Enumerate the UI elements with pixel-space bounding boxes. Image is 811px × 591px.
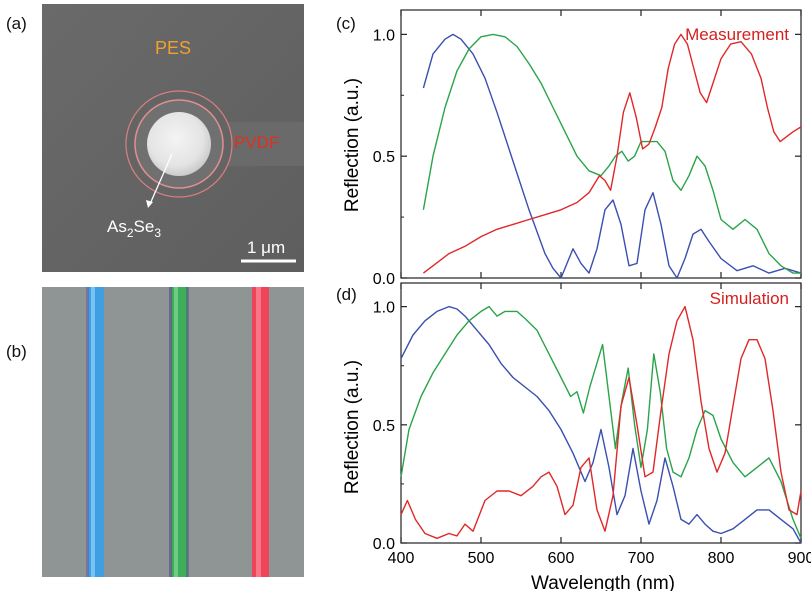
core-label-se: Se bbox=[134, 217, 155, 236]
chart-measurement: 0.0 0.5 1.0 Measurement bbox=[373, 9, 802, 288]
fiber-blue-highlight bbox=[91, 287, 95, 577]
chart-c-ytick-label: 0.0 bbox=[373, 271, 395, 288]
fiber-image bbox=[42, 287, 304, 577]
fiber-green-highlight bbox=[174, 287, 178, 577]
chart-d-ytick-label: 0.5 bbox=[373, 418, 395, 435]
chart-d-series-0-line bbox=[400, 305, 802, 544]
sem-image: PES PVDF As2Se3 1 μm bbox=[42, 4, 304, 272]
chart-c-ytick-label: 1.0 bbox=[373, 27, 395, 44]
chart-d-ylabel: Reflection (a.u.) bbox=[342, 360, 363, 494]
panel-label-a: (a) bbox=[6, 14, 27, 33]
chart-d-annotation: Simulation bbox=[710, 289, 789, 308]
fiber-image-drawing bbox=[42, 287, 304, 577]
panel-label-d: (d) bbox=[336, 285, 357, 304]
chart-d-xtick-label: 700 bbox=[628, 550, 655, 567]
pes-label: PES bbox=[155, 38, 191, 58]
chart-d-series-2-line bbox=[400, 305, 802, 539]
core-label: As2Se3 bbox=[107, 217, 161, 240]
panel-label-c: (c) bbox=[336, 14, 356, 33]
core-label-sub1: 2 bbox=[127, 226, 134, 240]
chart-c-series-0-line bbox=[422, 33, 802, 279]
chart-c-frame bbox=[400, 9, 802, 279]
fiber-blue-edge bbox=[86, 287, 89, 577]
pvdf-label: PVDF bbox=[234, 133, 279, 152]
as2se3-core bbox=[147, 112, 211, 176]
chart-d-xlabel: Wavelength (nm) bbox=[531, 573, 675, 591]
chart-c-ylabel: Reflection (a.u.) bbox=[342, 78, 363, 212]
chart-d-xtick-label: 600 bbox=[548, 550, 575, 567]
chart-d-xtick-label: 500 bbox=[468, 550, 495, 567]
core-label-as: As bbox=[107, 217, 127, 236]
chart-c-series-1-line bbox=[422, 33, 801, 274]
chart-d-series-1-line bbox=[400, 305, 802, 539]
core-label-sub2: 3 bbox=[154, 226, 161, 240]
chart-simulation: 0.0 0.5 1.0 400 500 600 700 800 900 Simulation bbox=[373, 282, 811, 567]
fiber-green-edge-right bbox=[186, 287, 189, 577]
chart-c-annotation: Measurement bbox=[685, 25, 789, 44]
chart-d-ytick-label: 0.0 bbox=[373, 536, 395, 553]
core-pointer-arrowhead bbox=[146, 200, 153, 208]
chart-d-xtick-label: 900 bbox=[788, 550, 811, 567]
fiber-green-edge-left bbox=[169, 287, 172, 577]
scalebar-label: 1 μm bbox=[247, 238, 285, 257]
chart-d-ytick-label: 1.0 bbox=[373, 300, 395, 317]
chart-d-xtick-label: 400 bbox=[388, 550, 415, 567]
panel-label-b: (b) bbox=[6, 342, 27, 361]
sem-image-drawing: PES PVDF As2Se3 1 μm bbox=[42, 4, 304, 272]
chart-d-frame bbox=[400, 282, 802, 544]
chart-d-xtick-label: 800 bbox=[708, 550, 735, 567]
core-pointer-line bbox=[149, 153, 173, 205]
fiber-red-highlight bbox=[256, 287, 261, 577]
chart-c-series-2-line bbox=[422, 33, 802, 274]
chart-c-ytick-label: 0.5 bbox=[373, 149, 395, 166]
